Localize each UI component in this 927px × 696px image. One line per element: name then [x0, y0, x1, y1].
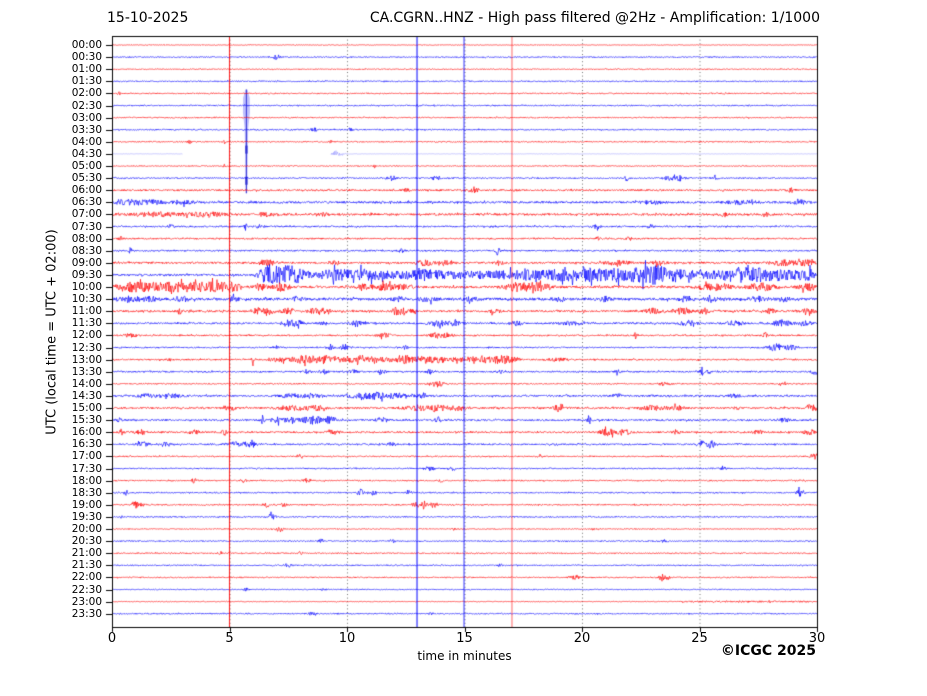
- row-time-label: 18:30: [71, 486, 102, 499]
- row-time-label: 13:30: [71, 365, 102, 378]
- row-time-label: 04:00: [71, 135, 102, 148]
- row-time-label: 22:00: [71, 571, 102, 584]
- row-time-label: 20:00: [71, 523, 102, 535]
- copyright-label: ©ICGC 2025: [720, 643, 816, 659]
- row-time-label: 09:30: [71, 268, 102, 281]
- row-time-label: 10:00: [71, 281, 102, 293]
- row-time-label: 05:30: [71, 172, 102, 185]
- x-tick-label: 10: [338, 631, 356, 646]
- x-tick-label: 15: [456, 631, 473, 646]
- row-time-label: 09:00: [71, 256, 102, 269]
- row-time-label: 12:00: [71, 329, 102, 342]
- row-time-label: 02:00: [71, 87, 102, 100]
- x-tick-label: 20: [573, 631, 591, 646]
- x-axis-label: time in minutes: [417, 649, 512, 663]
- row-time-label: 23:00: [71, 595, 102, 608]
- row-time-label: 21:30: [71, 559, 102, 572]
- row-time-label: 17:30: [71, 462, 102, 475]
- row-time-label: 03:00: [71, 111, 102, 124]
- row-time-label: 16:00: [71, 426, 102, 439]
- row-time-label: 06:00: [71, 184, 102, 197]
- row-time-label: 14:30: [71, 389, 102, 402]
- row-time-label: 14:00: [71, 377, 102, 390]
- row-time-label: 16:30: [71, 438, 102, 451]
- y-axis-label: UTC (local time = UTC + 02:00): [44, 229, 60, 435]
- plot-title: CA.CGRN..HNZ - High pass filtered @2Hz -…: [369, 10, 820, 26]
- x-tick-label: 30: [808, 631, 826, 646]
- row-time-label: 08:00: [71, 232, 102, 245]
- row-time-label: 08:30: [71, 244, 102, 257]
- x-tick-label: 5: [225, 631, 234, 646]
- row-time-label: 11:30: [71, 317, 102, 330]
- row-time-label: 04:30: [71, 147, 102, 160]
- row-time-label: 07:30: [71, 220, 102, 233]
- row-time-label: 18:00: [71, 474, 102, 487]
- row-time-label: 07:00: [71, 208, 102, 221]
- row-time-label: 13:00: [71, 353, 102, 366]
- row-time-label: 22:30: [71, 583, 102, 596]
- row-time-label: 00:00: [71, 39, 102, 51]
- row-time-label: 23:30: [71, 607, 102, 620]
- row-time-label: 15:30: [71, 414, 102, 427]
- row-time-label: 10:30: [71, 293, 102, 306]
- row-time-label: 12:30: [71, 341, 102, 354]
- row-time-label: 05:00: [71, 160, 102, 172]
- x-tick-label: 25: [691, 631, 708, 646]
- row-time-label: 20:30: [71, 535, 102, 548]
- row-time-label: 01:00: [71, 63, 102, 76]
- row-time-label: 02:30: [71, 99, 102, 112]
- date-label: 15-10-2025: [107, 10, 189, 26]
- row-time-label: 19:30: [71, 510, 102, 523]
- x-tick-label: 0: [107, 631, 117, 646]
- row-time-label: 15:00: [71, 402, 102, 414]
- row-time-label: 00:30: [71, 51, 102, 64]
- row-time-label: 19:00: [71, 498, 102, 511]
- row-time-label: 03:30: [71, 123, 102, 136]
- row-time-label: 01:30: [71, 75, 102, 88]
- row-time-label: 06:30: [71, 196, 102, 209]
- row-time-label: 11:00: [71, 305, 102, 318]
- row-time-label: 21:00: [71, 547, 102, 560]
- row-time-label: 17:00: [71, 450, 102, 463]
